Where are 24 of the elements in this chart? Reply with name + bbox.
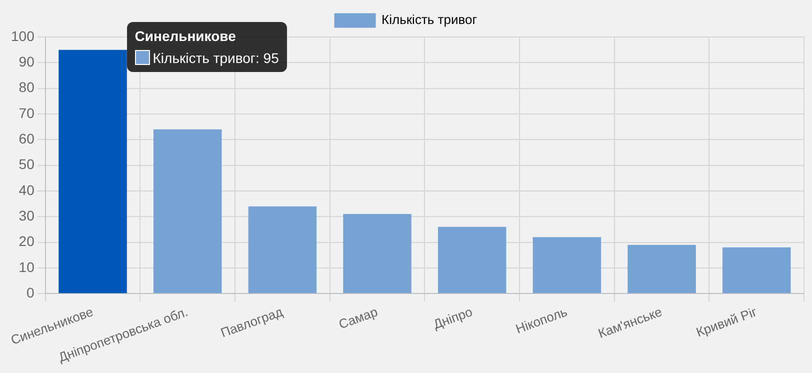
bar bbox=[153, 129, 222, 294]
y-tick-label: 90 bbox=[18, 54, 35, 70]
legend-label: Кількість тривог bbox=[382, 12, 478, 28]
bar bbox=[248, 206, 317, 294]
x-tick-label: Самар bbox=[336, 304, 380, 332]
y-tick-label: 10 bbox=[18, 258, 35, 275]
bar bbox=[628, 244, 696, 294]
y-tick-label: 100 bbox=[11, 28, 35, 44]
bar bbox=[343, 214, 412, 294]
y-tick-label: 60 bbox=[18, 130, 35, 146]
annotation: Кількість тривог: 95 bbox=[152, 50, 279, 66]
y-tick-label: 80 bbox=[18, 79, 35, 96]
bar bbox=[58, 50, 127, 294]
bar bbox=[438, 226, 506, 294]
annotation: Синельникове bbox=[134, 28, 236, 44]
bar bbox=[722, 247, 791, 294]
y-tick-label: 20 bbox=[18, 233, 35, 250]
y-tick-label: 30 bbox=[18, 207, 35, 224]
y-tick-label: 0 bbox=[26, 284, 35, 300]
y-tick-label: 40 bbox=[18, 182, 35, 198]
y-tick-label: 50 bbox=[18, 156, 35, 172]
y-tick-label: 70 bbox=[18, 104, 35, 121]
x-tick-label: Дніпро bbox=[431, 304, 474, 332]
bar bbox=[532, 237, 602, 294]
